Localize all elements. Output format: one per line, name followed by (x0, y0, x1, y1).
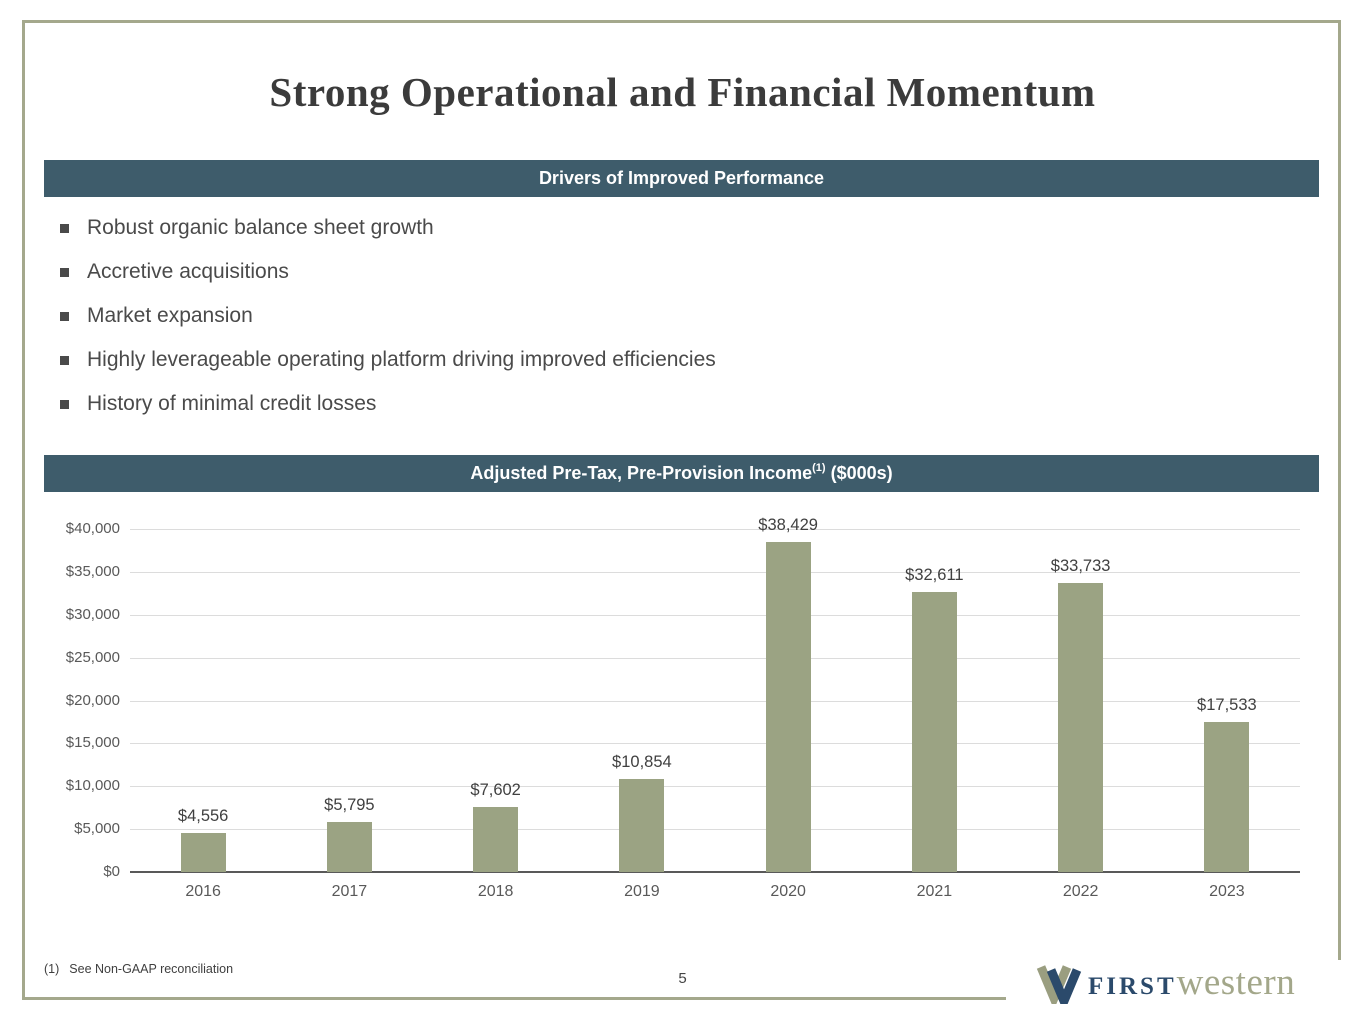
slide-title: Strong Operational and Financial Momentu… (269, 69, 1096, 115)
y-axis-tick-label: $0 (103, 863, 120, 880)
page-number: 5 (678, 970, 687, 987)
bar-value-label: $7,602 (470, 780, 521, 799)
w-monogram-icon (1036, 965, 1082, 1004)
y-axis-tick-label: $35,000 (65, 562, 120, 580)
bullet-item: Highly leverageable operating platform d… (60, 338, 716, 382)
x-axis-label: 2019 (624, 883, 660, 900)
chart-gridline (130, 614, 1300, 616)
bar-value-label: $5,795 (324, 796, 375, 815)
bullet-item: History of minimal credit losses (60, 382, 716, 426)
chart-bar (911, 592, 957, 872)
chart-header-label: Adjusted Pre-Tax, Pre-Provision Income(1… (470, 462, 893, 484)
chart-bar (1204, 721, 1250, 872)
chart-gridline (130, 743, 1300, 745)
footnote: (1) See Non-GAAP reconciliation (44, 962, 233, 976)
bullet-square-icon (60, 223, 69, 233)
x-axis-label: 2022 (1062, 883, 1099, 900)
logo-wordmark: FIRST western (1088, 960, 1295, 1006)
logo-text-western: western (1176, 962, 1296, 1003)
y-axis-tick-label: $25,000 (65, 648, 120, 666)
drivers-bullet-list: Robust organic balance sheet growth Accr… (60, 206, 716, 426)
bullet-square-icon (60, 355, 69, 365)
bar-value-label: $4,556 (177, 806, 229, 825)
y-axis-tick-label: $20,000 (65, 691, 120, 709)
y-axis-tick-label: $15,000 (65, 734, 120, 752)
chart-gridline (130, 657, 1300, 659)
bullet-square-icon (60, 267, 69, 277)
bullet-item: Accretive acquisitions (60, 250, 716, 294)
chart-bar (473, 806, 519, 872)
x-axis-label: 2018 (477, 883, 514, 900)
chart-gridline (130, 571, 1300, 573)
y-axis-tick-label: $40,000 (65, 520, 120, 537)
drivers-section-header: Drivers of Improved Performance (44, 160, 1319, 197)
chart-gridline (130, 529, 1300, 530)
chart-section-header: Adjusted Pre-Tax, Pre-Provision Income(1… (44, 455, 1319, 492)
chart-gridline (130, 786, 1300, 788)
x-axis-line (130, 871, 1300, 873)
footnote-superscript: (1) (812, 462, 826, 474)
chart-gridline (130, 700, 1300, 702)
chart-bar (765, 542, 811, 872)
x-axis-label: 2017 (331, 883, 368, 900)
bar-value-label: $17,533 (1197, 695, 1257, 714)
first-western-logo: FIRST western (1006, 960, 1358, 1022)
bar-value-label: $38,429 (758, 516, 818, 535)
chart-bar (180, 832, 226, 872)
logo-text-first: FIRST (1088, 973, 1177, 1000)
chart-bar (1058, 582, 1104, 872)
y-axis-tick-label: $10,000 (65, 777, 120, 795)
bullet-item: Market expansion (60, 294, 716, 338)
x-axis-label: 2023 (1209, 883, 1245, 900)
footnote-marker: (1) (44, 962, 60, 976)
bar-chart: $0 $5,000 $10,000 $15,000 $20,000 $25,000 $30,… (25, 500, 1318, 920)
bullet-square-icon (60, 311, 69, 321)
bar-value-label: $33,733 (1050, 556, 1111, 575)
y-axis-tick-label: $30,000 (65, 605, 120, 623)
x-axis-label: 2020 (770, 883, 806, 900)
drivers-header-label: Drivers of Improved Performance (538, 168, 825, 188)
footnote-text: See Non-GAAP reconciliation (69, 962, 234, 976)
chart-bar (326, 822, 372, 872)
chart-bar (619, 778, 665, 872)
bullet-square-icon (60, 399, 69, 409)
chart-gridline (130, 829, 1300, 831)
bullet-item: Robust organic balance sheet growth (60, 206, 716, 250)
x-axis-label: 2021 (916, 883, 953, 900)
bar-value-label: $10,854 (612, 752, 672, 771)
y-axis-tick-label: $5,000 (74, 820, 120, 838)
bar-value-label: $32,611 (905, 566, 964, 585)
x-axis-label: 2016 (185, 883, 221, 900)
